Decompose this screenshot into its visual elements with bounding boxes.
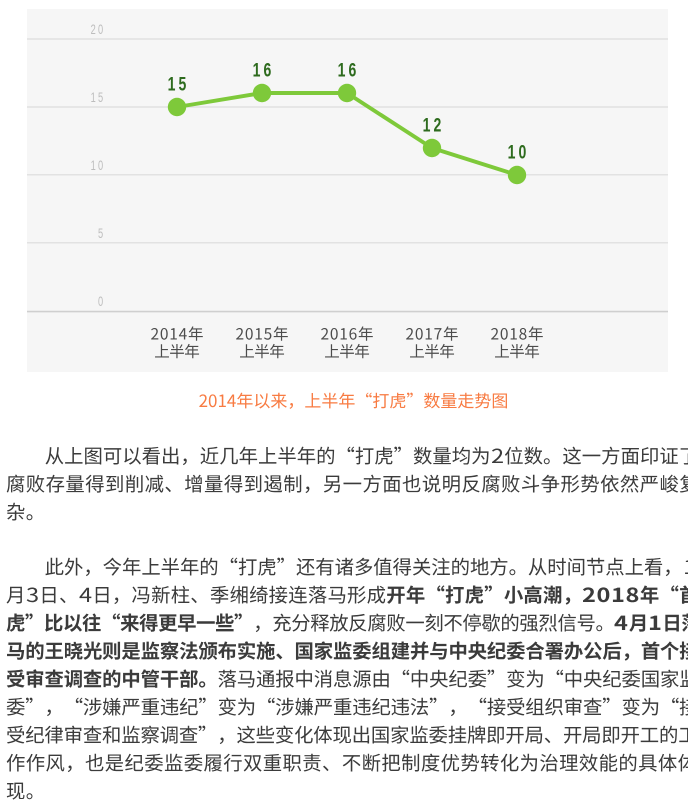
svg-text:15: 15 [91, 89, 106, 106]
svg-text:上半年: 上半年 [154, 340, 200, 362]
svg-text:0: 0 [98, 293, 105, 310]
svg-text:10: 10 [91, 157, 106, 174]
svg-text:2017年: 2017年 [406, 322, 459, 344]
svg-text:20: 20 [91, 21, 106, 38]
svg-text:10: 10 [508, 141, 530, 163]
svg-text:2015年: 2015年 [236, 322, 289, 344]
svg-text:2018年: 2018年 [491, 322, 544, 344]
svg-text:5: 5 [98, 225, 105, 242]
svg-text:12: 12 [423, 114, 445, 136]
svg-text:2014年: 2014年 [151, 322, 204, 344]
svg-text:16: 16 [253, 59, 275, 81]
svg-text:上半年: 上半年 [494, 340, 540, 362]
svg-text:16: 16 [338, 59, 360, 81]
svg-text:上半年: 上半年 [324, 340, 370, 362]
svg-text:2016年: 2016年 [321, 322, 374, 344]
svg-text:上半年: 上半年 [409, 340, 455, 362]
svg-text:上半年: 上半年 [239, 340, 285, 362]
svg-text:15: 15 [168, 73, 190, 95]
